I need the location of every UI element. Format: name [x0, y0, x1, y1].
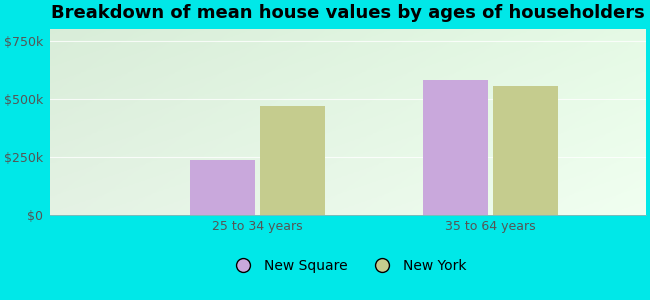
- Bar: [493, 86, 558, 215]
- Bar: [260, 106, 325, 215]
- Legend: New Square, New York: New Square, New York: [224, 254, 473, 279]
- Title: Breakdown of mean house values by ages of householders: Breakdown of mean house values by ages o…: [51, 4, 645, 22]
- Bar: [190, 160, 255, 215]
- Bar: [423, 80, 488, 215]
